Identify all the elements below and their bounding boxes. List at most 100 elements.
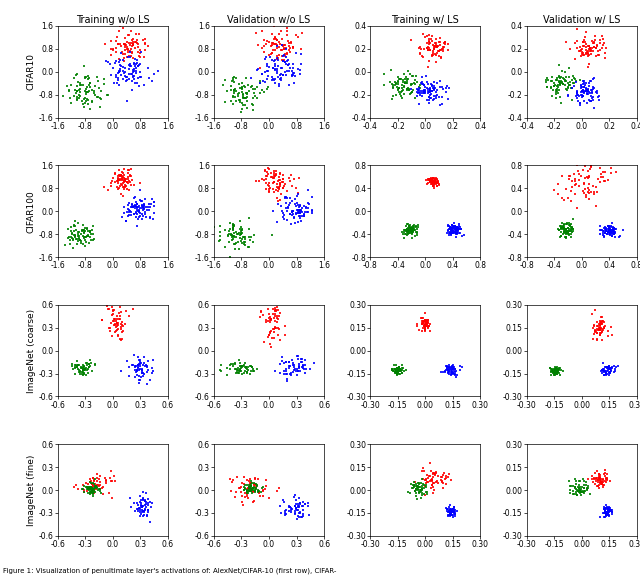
Point xyxy=(589,187,599,197)
Point xyxy=(276,202,287,211)
Point xyxy=(600,53,610,63)
Point xyxy=(266,42,276,51)
Point xyxy=(395,370,405,379)
Point xyxy=(425,87,435,97)
Point xyxy=(600,321,610,331)
Point xyxy=(269,56,279,66)
Point xyxy=(401,221,411,230)
Point xyxy=(445,508,455,518)
Point xyxy=(259,35,269,44)
Point xyxy=(581,40,591,49)
Point xyxy=(234,355,244,365)
Point xyxy=(570,482,580,492)
Point xyxy=(77,360,88,369)
Point xyxy=(115,22,125,31)
Point xyxy=(582,47,592,56)
Point xyxy=(541,78,551,87)
Point xyxy=(575,485,585,494)
Point xyxy=(229,222,239,231)
Point xyxy=(277,356,287,366)
Point xyxy=(277,64,287,73)
Point xyxy=(307,208,317,217)
Point xyxy=(129,209,139,218)
Point xyxy=(395,364,405,373)
Point xyxy=(143,202,154,212)
Point xyxy=(264,185,274,194)
Point xyxy=(419,484,429,493)
Point xyxy=(613,361,623,370)
Point xyxy=(285,503,295,512)
Point xyxy=(231,232,241,242)
Point xyxy=(237,232,248,242)
Point xyxy=(75,81,85,90)
Point xyxy=(127,85,138,94)
Point xyxy=(296,59,306,68)
Point xyxy=(450,224,460,233)
Point xyxy=(606,226,616,235)
Point xyxy=(394,74,404,83)
Point xyxy=(279,44,289,53)
Point xyxy=(600,476,611,485)
Point xyxy=(290,71,300,80)
Point xyxy=(562,219,572,228)
Point xyxy=(563,91,573,100)
Point xyxy=(420,316,430,325)
Point xyxy=(604,503,614,512)
Point xyxy=(445,508,455,518)
Point xyxy=(589,475,599,484)
Point xyxy=(114,26,124,36)
Point xyxy=(399,234,410,243)
Point xyxy=(133,500,143,509)
Point xyxy=(118,172,129,182)
Point xyxy=(600,222,610,231)
Point xyxy=(445,500,456,509)
Point xyxy=(407,71,417,80)
Point xyxy=(281,505,291,515)
Point xyxy=(240,358,250,367)
Point xyxy=(271,34,281,44)
Point xyxy=(564,229,574,239)
Point xyxy=(424,38,434,47)
Point xyxy=(116,41,126,51)
Point xyxy=(591,466,602,476)
Point xyxy=(440,37,451,47)
Point xyxy=(238,362,248,371)
Point xyxy=(216,360,226,369)
Point xyxy=(241,486,252,496)
Point xyxy=(416,486,426,495)
Point xyxy=(285,505,296,515)
Point xyxy=(580,28,591,37)
Point xyxy=(572,87,582,97)
Point xyxy=(127,200,138,209)
Point xyxy=(558,366,568,375)
Point xyxy=(293,354,303,363)
Point xyxy=(80,364,90,373)
Point xyxy=(81,72,92,82)
Point xyxy=(391,78,401,87)
Point xyxy=(387,94,397,103)
Point xyxy=(389,80,399,89)
Point xyxy=(395,74,405,83)
Point xyxy=(63,87,74,96)
Point xyxy=(131,60,141,69)
Point xyxy=(95,486,106,495)
Point xyxy=(229,77,239,86)
Point xyxy=(230,227,241,236)
Point xyxy=(240,484,250,493)
Point xyxy=(138,506,148,515)
Point xyxy=(79,228,90,237)
Point xyxy=(284,66,294,75)
Point xyxy=(262,36,272,45)
Point xyxy=(600,507,610,516)
Point xyxy=(445,222,455,231)
Y-axis label: CIFAR100: CIFAR100 xyxy=(27,190,36,232)
Point xyxy=(140,496,150,505)
Point xyxy=(285,177,295,186)
Point xyxy=(83,368,93,377)
Point xyxy=(556,80,566,89)
Point xyxy=(572,37,582,46)
Point xyxy=(602,476,612,485)
Point xyxy=(605,369,616,378)
Point xyxy=(415,83,425,93)
Point xyxy=(447,223,457,232)
